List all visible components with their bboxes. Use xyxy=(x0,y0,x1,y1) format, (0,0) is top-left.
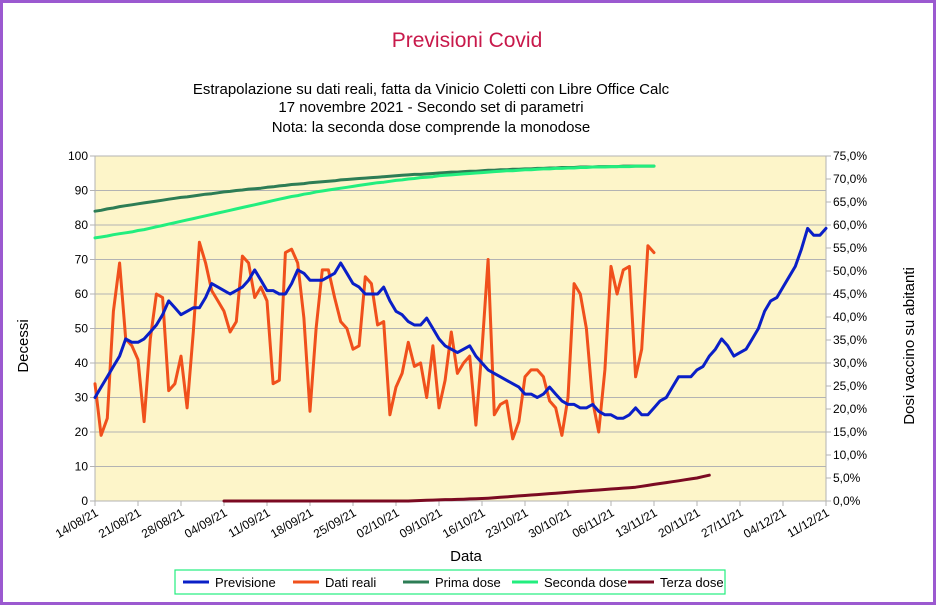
y2-tick-label: 65,0% xyxy=(833,195,867,209)
chart-subtitle-line-1: Estrapolazione su dati reali, fatta da V… xyxy=(193,81,670,98)
y-tick-label: 20 xyxy=(75,425,89,439)
x-tick-label: 06/11/21 xyxy=(570,505,617,540)
y-tick-label: 0 xyxy=(81,494,88,508)
legend-label-previsione: Previsione xyxy=(215,575,276,590)
y-axis-ticks: 0 10 20 30 40 50 60 70 80 90 100 xyxy=(68,149,95,508)
x-tick-label: 28/08/21 xyxy=(139,505,187,541)
x-tick-label: 21/08/21 xyxy=(96,505,144,541)
chart-subtitle-line-3: Nota: la seconda dose comprende la monod… xyxy=(272,119,591,136)
x-tick-label: 02/10/21 xyxy=(354,505,402,541)
y2-tick-label: 35,0% xyxy=(833,333,867,347)
y2-tick-label: 20,0% xyxy=(833,402,867,416)
series-lines xyxy=(93,164,828,503)
y2-tick-label: 70,0% xyxy=(833,172,867,186)
y-tick-label: 30 xyxy=(75,391,89,405)
x-tick-label: 23/10/21 xyxy=(483,505,531,541)
x-tick-label: 18/09/21 xyxy=(268,505,316,541)
y2-tick-label: 50,0% xyxy=(833,264,867,278)
y2-axis-ticks: 0,0% 5,0% 10,0% 15,0% 20,0% 25,0% 30,0% 35,0% 40… xyxy=(826,149,867,508)
y-tick-label: 50 xyxy=(75,322,89,336)
y-tick-label: 70 xyxy=(75,253,89,267)
y-tick-label: 40 xyxy=(75,356,89,370)
y2-tick-label: 30,0% xyxy=(833,356,867,370)
x-tick-label: 09/10/21 xyxy=(397,505,445,541)
y2-tick-label: 25,0% xyxy=(833,379,867,393)
x-tick-label: 30/10/21 xyxy=(526,505,574,541)
y2-tick-label: 40,0% xyxy=(833,310,867,324)
y2-tick-label: 5,0% xyxy=(833,471,861,485)
chart-title: Previsioni Covid xyxy=(392,29,543,52)
x-tick-label: 25/09/21 xyxy=(311,505,359,541)
grid xyxy=(94,155,827,502)
y-tick-label: 80 xyxy=(75,218,89,232)
x-tick-label: 11/12/21 xyxy=(785,505,832,540)
y2-tick-label: 0,0% xyxy=(833,494,861,508)
legend-label-prima-dose: Prima dose xyxy=(435,575,501,590)
x-tick-label: 04/09/21 xyxy=(182,505,230,541)
series-line-previsione xyxy=(93,226,828,420)
y2-tick-label: 75,0% xyxy=(833,149,867,163)
x-tick-label: 27/11/21 xyxy=(699,505,746,540)
y2-tick-label: 10,0% xyxy=(833,448,867,462)
x-axis-ticks: 14/08/2121/08/2128/08/2104/09/2111/09/21… xyxy=(53,501,832,541)
y-tick-label: 100 xyxy=(68,149,88,163)
y-tick-label: 90 xyxy=(75,184,89,198)
y-tick-label: 10 xyxy=(75,460,89,474)
legend: Previsione Dati reali Prima dose Seconda do… xyxy=(174,569,726,595)
y-axis-label: Decessi xyxy=(15,319,32,372)
x-tick-label: 20/11/21 xyxy=(656,505,703,540)
y2-axis-label: Dosi vaccino su abitanti xyxy=(901,267,918,425)
x-tick-label: 13/11/21 xyxy=(613,505,660,540)
x-tick-label: 04/12/21 xyxy=(741,505,789,541)
x-tick-label: 11/09/21 xyxy=(226,505,273,540)
chart-subtitle-line-2: 17 novembre 2021 - Secondo set di parame… xyxy=(278,99,583,116)
x-axis-label: Data xyxy=(450,548,482,565)
legend-label-dati-reali: Dati reali xyxy=(325,575,376,590)
series-line-terza-dose xyxy=(222,473,711,503)
y2-tick-label: 60,0% xyxy=(833,218,867,232)
y-tick-label: 60 xyxy=(75,287,89,301)
x-tick-label: 14/08/21 xyxy=(53,505,101,541)
series-line-dati-reali xyxy=(93,240,656,441)
y2-tick-label: 15,0% xyxy=(833,425,867,439)
legend-label-terza-dose: Terza dose xyxy=(660,575,724,590)
series-line-seconda-dose xyxy=(93,164,656,240)
legend-label-seconda-dose: Seconda dose xyxy=(544,575,627,590)
y2-tick-label: 55,0% xyxy=(833,241,867,255)
y2-tick-label: 45,0% xyxy=(833,287,867,301)
x-tick-label: 16/10/21 xyxy=(440,505,488,541)
